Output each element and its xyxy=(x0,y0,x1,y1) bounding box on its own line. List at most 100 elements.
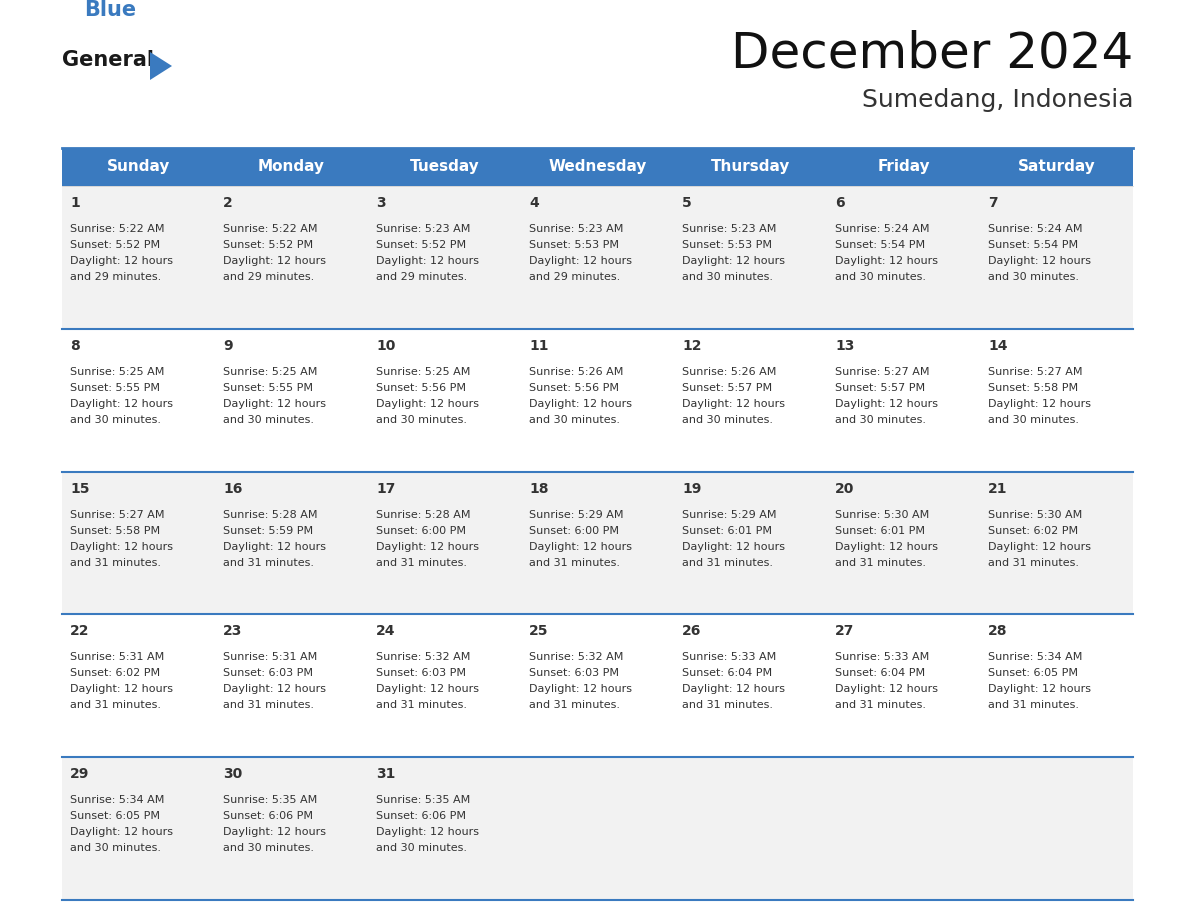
Text: Friday: Friday xyxy=(877,160,930,174)
Bar xyxy=(368,757,522,900)
Text: Daylight: 12 hours: Daylight: 12 hours xyxy=(70,398,173,409)
Text: Sunrise: 5:29 AM: Sunrise: 5:29 AM xyxy=(682,509,777,520)
Text: Daylight: 12 hours: Daylight: 12 hours xyxy=(682,256,785,266)
Bar xyxy=(62,614,215,757)
Text: Sunrise: 5:27 AM: Sunrise: 5:27 AM xyxy=(70,509,164,520)
Text: 8: 8 xyxy=(70,339,80,353)
Text: Sunrise: 5:23 AM: Sunrise: 5:23 AM xyxy=(529,224,624,234)
Text: Sunrise: 5:35 AM: Sunrise: 5:35 AM xyxy=(223,795,317,805)
Text: Daylight: 12 hours: Daylight: 12 hours xyxy=(835,256,939,266)
Text: Daylight: 12 hours: Daylight: 12 hours xyxy=(682,542,785,552)
Text: Daylight: 12 hours: Daylight: 12 hours xyxy=(529,685,632,694)
Text: Daylight: 12 hours: Daylight: 12 hours xyxy=(70,827,173,837)
Text: Sunset: 5:56 PM: Sunset: 5:56 PM xyxy=(375,383,466,393)
Text: Daylight: 12 hours: Daylight: 12 hours xyxy=(835,542,939,552)
Text: 2: 2 xyxy=(223,196,233,210)
Bar xyxy=(215,614,368,757)
Bar xyxy=(980,186,1133,329)
Text: Sunset: 6:03 PM: Sunset: 6:03 PM xyxy=(223,668,312,678)
Text: and 30 minutes.: and 30 minutes. xyxy=(988,415,1079,425)
Text: Daylight: 12 hours: Daylight: 12 hours xyxy=(988,256,1091,266)
Text: 7: 7 xyxy=(988,196,998,210)
Text: 30: 30 xyxy=(223,767,242,781)
Text: Sunrise: 5:33 AM: Sunrise: 5:33 AM xyxy=(682,653,776,663)
Text: 20: 20 xyxy=(835,482,854,496)
Text: Sunrise: 5:32 AM: Sunrise: 5:32 AM xyxy=(375,653,470,663)
Text: Daylight: 12 hours: Daylight: 12 hours xyxy=(988,685,1091,694)
Text: Daylight: 12 hours: Daylight: 12 hours xyxy=(223,542,326,552)
Text: Sunset: 5:52 PM: Sunset: 5:52 PM xyxy=(375,240,466,250)
Text: Daylight: 12 hours: Daylight: 12 hours xyxy=(682,685,785,694)
Text: Thursday: Thursday xyxy=(710,160,790,174)
Bar xyxy=(215,757,368,900)
Text: Sunrise: 5:27 AM: Sunrise: 5:27 AM xyxy=(988,367,1082,376)
Bar xyxy=(674,148,827,186)
Text: 23: 23 xyxy=(223,624,242,638)
Text: Blue: Blue xyxy=(84,0,137,20)
Text: Sunrise: 5:31 AM: Sunrise: 5:31 AM xyxy=(223,653,317,663)
Text: 31: 31 xyxy=(375,767,396,781)
Text: Sunrise: 5:29 AM: Sunrise: 5:29 AM xyxy=(529,509,624,520)
Bar xyxy=(368,329,522,472)
Text: Sunset: 5:57 PM: Sunset: 5:57 PM xyxy=(835,383,925,393)
Text: 5: 5 xyxy=(682,196,691,210)
Text: Sunset: 6:03 PM: Sunset: 6:03 PM xyxy=(529,668,619,678)
Text: and 30 minutes.: and 30 minutes. xyxy=(70,844,162,853)
Text: and 30 minutes.: and 30 minutes. xyxy=(223,844,314,853)
Text: 4: 4 xyxy=(529,196,538,210)
Text: Monday: Monday xyxy=(258,160,326,174)
Text: Sunset: 5:52 PM: Sunset: 5:52 PM xyxy=(223,240,314,250)
Bar xyxy=(827,472,980,614)
Polygon shape xyxy=(150,52,172,80)
Text: 14: 14 xyxy=(988,339,1007,353)
Bar xyxy=(980,614,1133,757)
Text: Daylight: 12 hours: Daylight: 12 hours xyxy=(70,542,173,552)
Bar xyxy=(368,472,522,614)
Bar xyxy=(827,614,980,757)
Text: and 30 minutes.: and 30 minutes. xyxy=(835,415,925,425)
Text: and 30 minutes.: and 30 minutes. xyxy=(529,415,620,425)
Text: Sunrise: 5:25 AM: Sunrise: 5:25 AM xyxy=(70,367,164,376)
Text: Sumedang, Indonesia: Sumedang, Indonesia xyxy=(861,88,1133,112)
Text: Sunset: 6:04 PM: Sunset: 6:04 PM xyxy=(835,668,925,678)
Text: Sunset: 6:05 PM: Sunset: 6:05 PM xyxy=(70,812,160,822)
Text: Sunrise: 5:22 AM: Sunrise: 5:22 AM xyxy=(223,224,317,234)
Text: Sunset: 6:01 PM: Sunset: 6:01 PM xyxy=(682,526,772,535)
Text: Sunrise: 5:35 AM: Sunrise: 5:35 AM xyxy=(375,795,470,805)
Text: Sunset: 6:00 PM: Sunset: 6:00 PM xyxy=(529,526,619,535)
Bar xyxy=(674,757,827,900)
Text: Sunrise: 5:25 AM: Sunrise: 5:25 AM xyxy=(223,367,317,376)
Text: Sunset: 6:02 PM: Sunset: 6:02 PM xyxy=(70,668,160,678)
Bar xyxy=(368,148,522,186)
Text: Sunset: 5:53 PM: Sunset: 5:53 PM xyxy=(529,240,619,250)
Text: Sunrise: 5:34 AM: Sunrise: 5:34 AM xyxy=(988,653,1082,663)
Text: 11: 11 xyxy=(529,339,549,353)
Text: Daylight: 12 hours: Daylight: 12 hours xyxy=(529,256,632,266)
Text: and 29 minutes.: and 29 minutes. xyxy=(529,272,620,282)
Text: 26: 26 xyxy=(682,624,701,638)
Text: Sunset: 5:57 PM: Sunset: 5:57 PM xyxy=(682,383,772,393)
Text: Daylight: 12 hours: Daylight: 12 hours xyxy=(375,827,479,837)
Text: Sunset: 5:55 PM: Sunset: 5:55 PM xyxy=(223,383,312,393)
Text: Sunset: 6:04 PM: Sunset: 6:04 PM xyxy=(682,668,772,678)
Text: Daylight: 12 hours: Daylight: 12 hours xyxy=(223,398,326,409)
Text: and 31 minutes.: and 31 minutes. xyxy=(223,700,314,711)
Text: Daylight: 12 hours: Daylight: 12 hours xyxy=(835,685,939,694)
Text: and 30 minutes.: and 30 minutes. xyxy=(375,844,467,853)
Text: 10: 10 xyxy=(375,339,396,353)
Text: Daylight: 12 hours: Daylight: 12 hours xyxy=(988,542,1091,552)
Text: Sunset: 5:59 PM: Sunset: 5:59 PM xyxy=(223,526,314,535)
Text: Sunrise: 5:33 AM: Sunrise: 5:33 AM xyxy=(835,653,929,663)
Text: and 31 minutes.: and 31 minutes. xyxy=(223,557,314,567)
Text: and 30 minutes.: and 30 minutes. xyxy=(223,415,314,425)
Text: Sunrise: 5:27 AM: Sunrise: 5:27 AM xyxy=(835,367,929,376)
Bar xyxy=(674,472,827,614)
Text: 6: 6 xyxy=(835,196,845,210)
Text: Wednesday: Wednesday xyxy=(549,160,646,174)
Text: and 30 minutes.: and 30 minutes. xyxy=(682,415,773,425)
Text: and 31 minutes.: and 31 minutes. xyxy=(988,700,1079,711)
Text: Sunrise: 5:32 AM: Sunrise: 5:32 AM xyxy=(529,653,624,663)
Text: Sunset: 5:55 PM: Sunset: 5:55 PM xyxy=(70,383,160,393)
Text: Sunrise: 5:28 AM: Sunrise: 5:28 AM xyxy=(223,509,317,520)
Text: Sunset: 5:53 PM: Sunset: 5:53 PM xyxy=(682,240,772,250)
